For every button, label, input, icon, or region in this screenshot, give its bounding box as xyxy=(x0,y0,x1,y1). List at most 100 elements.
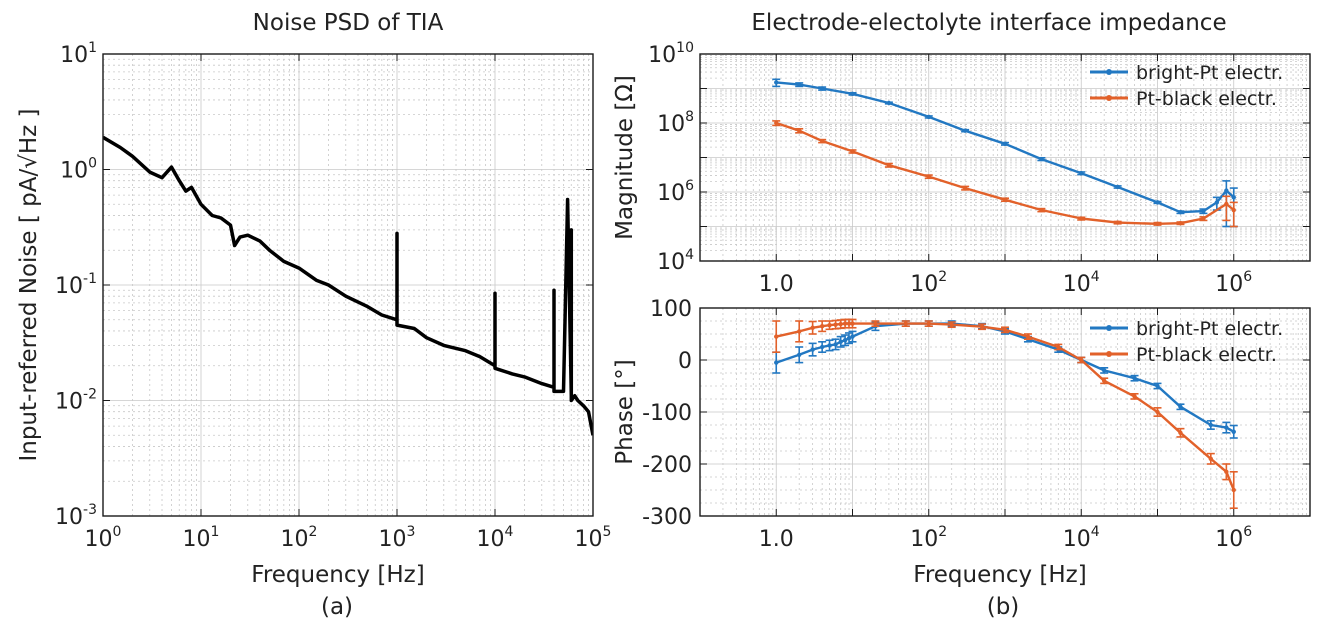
y-tick-label: 1010 xyxy=(648,40,694,68)
legend: bright-Pt electr. Pt-black electr. xyxy=(1090,318,1283,366)
data-point xyxy=(850,91,855,97)
y-tick-label: 106 xyxy=(657,178,694,206)
data-point xyxy=(1208,422,1213,428)
data-point xyxy=(949,322,954,327)
legend-marker xyxy=(1106,95,1112,101)
chart-a: 100 101 102 103 104 105 10-3 10-2 10-1 100 101 Nois… xyxy=(16,10,611,620)
data-point xyxy=(842,321,848,326)
x-tick-label: 102 xyxy=(910,269,947,297)
data-point xyxy=(1214,200,1220,205)
data-point xyxy=(797,352,802,357)
y-tick-label: 100 xyxy=(60,156,97,184)
chart-b-phase: 1.0 102 104 106 -300 -200 -100 0 100 bright-Pt el… xyxy=(612,297,1311,620)
legend-label: bright-Pt electr. xyxy=(1136,318,1283,340)
chart-title: Noise PSD of TIA xyxy=(253,10,444,36)
y-tick-label: 100 xyxy=(650,297,692,322)
data-point xyxy=(842,338,848,343)
data-point xyxy=(926,174,931,179)
data-point xyxy=(1231,429,1236,434)
data-point xyxy=(1208,456,1213,461)
data-point xyxy=(1201,208,1206,214)
data-point xyxy=(850,334,855,339)
data-point xyxy=(797,128,802,133)
data-point xyxy=(1155,409,1160,415)
x-tick-label: 106 xyxy=(1215,524,1252,552)
grid xyxy=(700,308,1310,516)
plot-frame xyxy=(699,53,1311,262)
data-point xyxy=(1231,207,1236,213)
data-point xyxy=(1079,216,1084,221)
data-point xyxy=(1224,201,1229,207)
y-tick-label: 101 xyxy=(60,40,97,68)
series-line xyxy=(103,135,593,436)
legend-label: Pt-black electr. xyxy=(1136,344,1277,366)
data-point xyxy=(1155,221,1160,226)
series-1 xyxy=(772,120,1238,228)
data-point xyxy=(1224,469,1229,474)
chart-title: Electrode-electolyte interface impedance xyxy=(751,10,1226,36)
data-point xyxy=(1155,200,1160,205)
data-point xyxy=(1039,156,1044,162)
data-point xyxy=(810,325,815,330)
data-point xyxy=(926,114,931,120)
y-tick-label: 0 xyxy=(678,349,692,374)
data-point xyxy=(1178,404,1183,409)
y-tick-label: -100 xyxy=(642,401,692,426)
y-tick-label: -300 xyxy=(642,505,692,530)
y-axis-label: Input-referred Noise [ pA/√Hz ] xyxy=(16,108,42,461)
data-point xyxy=(850,149,855,154)
data-point xyxy=(833,322,838,327)
data-point xyxy=(873,321,878,326)
panel-caption: (b) xyxy=(987,594,1020,620)
data-point xyxy=(797,82,802,87)
data-point xyxy=(1079,171,1084,176)
y-tick-label: 104 xyxy=(657,247,694,275)
data-point xyxy=(1115,184,1120,190)
panel-caption: (a) xyxy=(321,594,353,620)
data-point xyxy=(819,138,825,144)
x-tick-label: 103 xyxy=(379,524,416,552)
data-point xyxy=(774,120,779,126)
y-tick-label: 10-2 xyxy=(55,387,97,415)
x-tick-label: 104 xyxy=(477,524,514,552)
data-point xyxy=(962,185,968,191)
data-point xyxy=(838,339,843,344)
x-tick-label: 101 xyxy=(183,524,220,552)
data-point xyxy=(979,324,985,329)
data-point xyxy=(1231,195,1236,200)
x-axis-label: Frequency [Hz] xyxy=(251,562,424,588)
data-point xyxy=(962,128,968,133)
data-point xyxy=(1079,357,1084,363)
x-tick-label: 105 xyxy=(575,524,612,552)
data-point xyxy=(819,86,825,91)
legend: bright-Pt electr. Pt-black electr. xyxy=(1090,62,1283,110)
plot-frame xyxy=(699,307,1311,517)
x-tick-label: 100 xyxy=(85,524,122,552)
data-point xyxy=(1201,216,1206,221)
data-point xyxy=(1178,209,1183,215)
data-point xyxy=(1231,487,1236,493)
x-tick-label: 102 xyxy=(910,524,947,552)
data-point xyxy=(833,342,838,347)
data-point xyxy=(1115,220,1120,225)
data-point xyxy=(886,100,892,106)
series-line xyxy=(775,121,1235,226)
data-point xyxy=(797,329,802,334)
data-point xyxy=(846,335,852,341)
data-point xyxy=(774,80,779,85)
data-point xyxy=(850,321,855,326)
x-tick-label: 102 xyxy=(281,524,318,552)
data-point xyxy=(774,360,779,365)
data-point xyxy=(827,343,832,348)
data-point xyxy=(1039,207,1044,213)
data-point xyxy=(1155,383,1160,389)
data-point xyxy=(1132,376,1137,381)
x-tick-label: 104 xyxy=(1063,524,1100,552)
legend-marker xyxy=(1106,351,1112,357)
data-point xyxy=(838,321,843,327)
data-point xyxy=(1224,188,1229,193)
x-axis-label: Frequency [Hz] xyxy=(913,562,1086,588)
data-point xyxy=(846,321,852,326)
y-tick-label: 108 xyxy=(657,109,694,137)
